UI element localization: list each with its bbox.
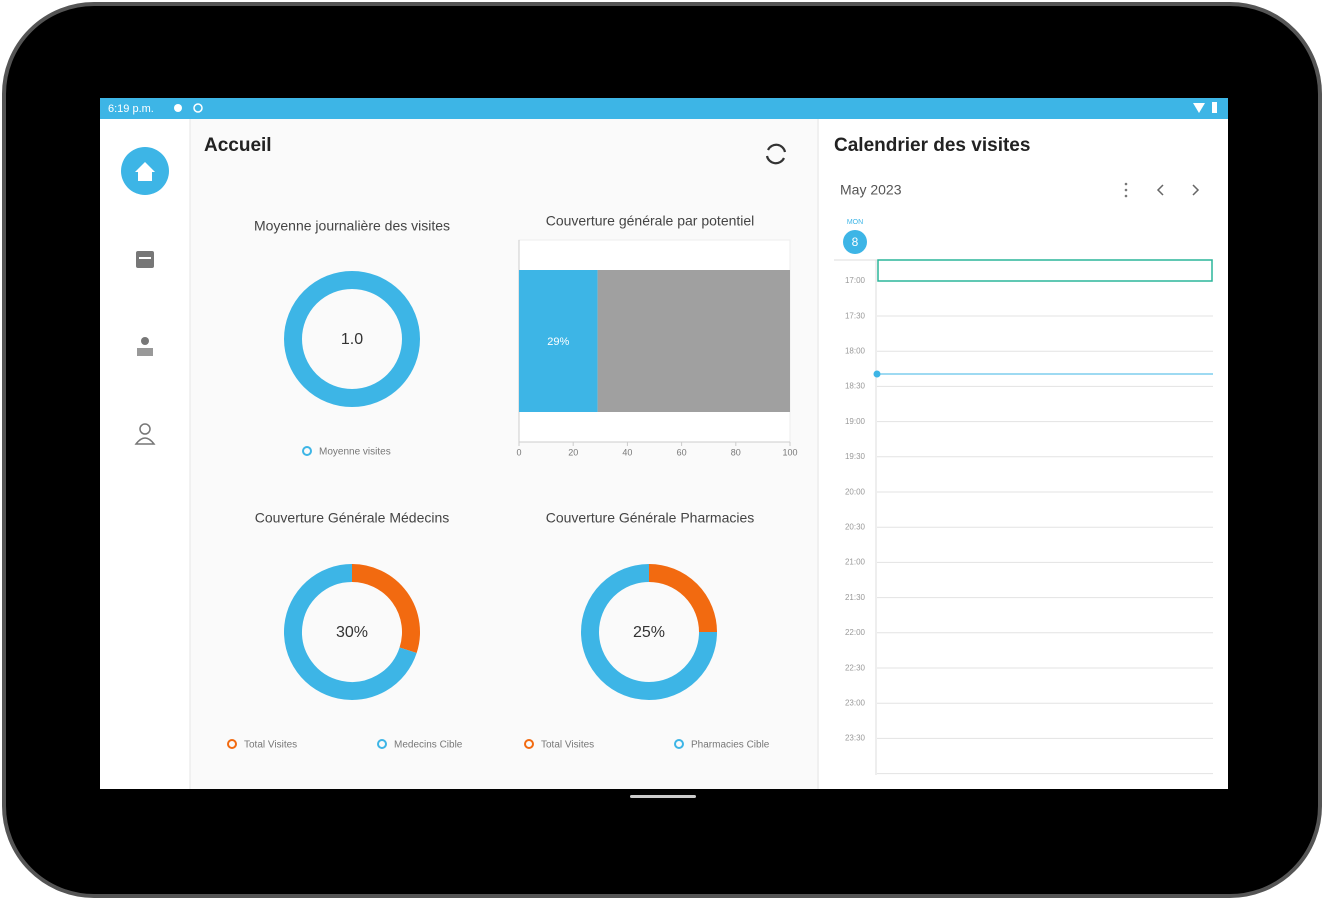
nav-calendar[interactable] bbox=[136, 251, 154, 268]
donut-slice bbox=[284, 564, 417, 700]
time-label: 23:00 bbox=[845, 699, 866, 708]
chart-title: Couverture Générale Pharmacies bbox=[546, 510, 755, 526]
donut-slice bbox=[351, 564, 420, 654]
time-label: 20:30 bbox=[845, 523, 866, 532]
dot bbox=[1124, 194, 1128, 198]
page-title: Accueil bbox=[204, 135, 272, 156]
legend-icon bbox=[302, 446, 312, 456]
x-tick-label: 100 bbox=[782, 447, 797, 457]
legend-label: Medecins Cible bbox=[394, 740, 463, 751]
legend-label: Pharmacies Cible bbox=[691, 740, 770, 751]
chart-title: Couverture Générale Médecins bbox=[255, 510, 450, 526]
profile-icon bbox=[139, 423, 151, 435]
x-tick-label: 20 bbox=[568, 447, 578, 457]
dot bbox=[1124, 182, 1128, 186]
profile-icon-body bbox=[134, 437, 156, 445]
nav-doctors[interactable] bbox=[137, 337, 153, 356]
people-icon-body bbox=[137, 348, 153, 356]
donut-ring bbox=[284, 271, 420, 407]
time-label: 17:30 bbox=[845, 311, 866, 320]
status-icon bbox=[174, 104, 182, 112]
calendar-day: 8 bbox=[852, 235, 859, 249]
status-bar bbox=[100, 98, 1228, 119]
current-time-dot bbox=[873, 370, 881, 378]
nav-profile[interactable] bbox=[134, 423, 156, 445]
calendar-prev[interactable] bbox=[1156, 184, 1164, 196]
donut-center-label: 25% bbox=[633, 624, 665, 641]
donut-slice bbox=[648, 564, 717, 633]
dot bbox=[1124, 188, 1128, 192]
legend-label: Moyenne visites bbox=[319, 447, 391, 458]
bar-label: 29% bbox=[547, 336, 569, 348]
sidebar bbox=[100, 119, 190, 789]
time-label: 18:30 bbox=[845, 382, 866, 391]
legend-icon bbox=[377, 739, 387, 749]
time-label: 21:00 bbox=[845, 558, 866, 567]
time-label: 19:00 bbox=[845, 417, 866, 426]
legend-icon bbox=[674, 739, 684, 749]
calendar-event[interactable] bbox=[877, 259, 1213, 282]
calendar-icon-line bbox=[139, 257, 151, 259]
x-tick-label: 60 bbox=[677, 447, 687, 457]
time-label: 21:30 bbox=[845, 593, 866, 602]
donut-slice bbox=[581, 564, 717, 700]
wifi-icon bbox=[1193, 103, 1205, 113]
status-icon bbox=[193, 103, 203, 113]
legend-icon bbox=[524, 739, 534, 749]
bar-segment bbox=[597, 270, 790, 412]
people-icon bbox=[141, 337, 149, 345]
legend-label: Total Visites bbox=[244, 740, 297, 751]
legend-icon bbox=[227, 739, 237, 749]
x-tick-label: 40 bbox=[622, 447, 632, 457]
calendar-panel bbox=[819, 119, 1228, 789]
home-indicator bbox=[630, 795, 696, 798]
status-time: 6:19 p.m. bbox=[108, 103, 154, 115]
time-label: 17:00 bbox=[845, 276, 866, 285]
time-label: 19:30 bbox=[845, 452, 866, 461]
calendar-menu[interactable] bbox=[1124, 182, 1128, 198]
calendar-icon bbox=[136, 251, 154, 268]
time-label: 23:30 bbox=[845, 734, 866, 743]
donut-center-label: 1.0 bbox=[341, 331, 363, 348]
x-tick-label: 80 bbox=[731, 447, 741, 457]
refresh-button[interactable] bbox=[765, 143, 787, 165]
chart-title: Moyenne journalière des visites bbox=[254, 218, 450, 234]
calendar-weekday: MON bbox=[847, 219, 863, 226]
time-label: 20:00 bbox=[845, 487, 866, 496]
calendar-next[interactable] bbox=[1192, 184, 1200, 196]
time-label: 18:00 bbox=[845, 347, 866, 356]
home-icon bbox=[135, 162, 155, 181]
x-tick-label: 0 bbox=[516, 447, 521, 457]
donut-center-label: 30% bbox=[336, 624, 368, 641]
calendar-month: May 2023 bbox=[840, 182, 902, 198]
battery-icon bbox=[1212, 102, 1217, 113]
calendar-title: Calendrier des visites bbox=[834, 135, 1030, 156]
time-label: 22:00 bbox=[845, 628, 866, 637]
calendar-day-badge bbox=[843, 230, 867, 254]
refresh-icon bbox=[765, 143, 787, 165]
bar-segment bbox=[519, 270, 598, 412]
time-label: 22:30 bbox=[845, 663, 866, 672]
legend-label: Total Visites bbox=[541, 740, 594, 751]
chart-title: Couverture générale par potentiel bbox=[546, 213, 755, 229]
